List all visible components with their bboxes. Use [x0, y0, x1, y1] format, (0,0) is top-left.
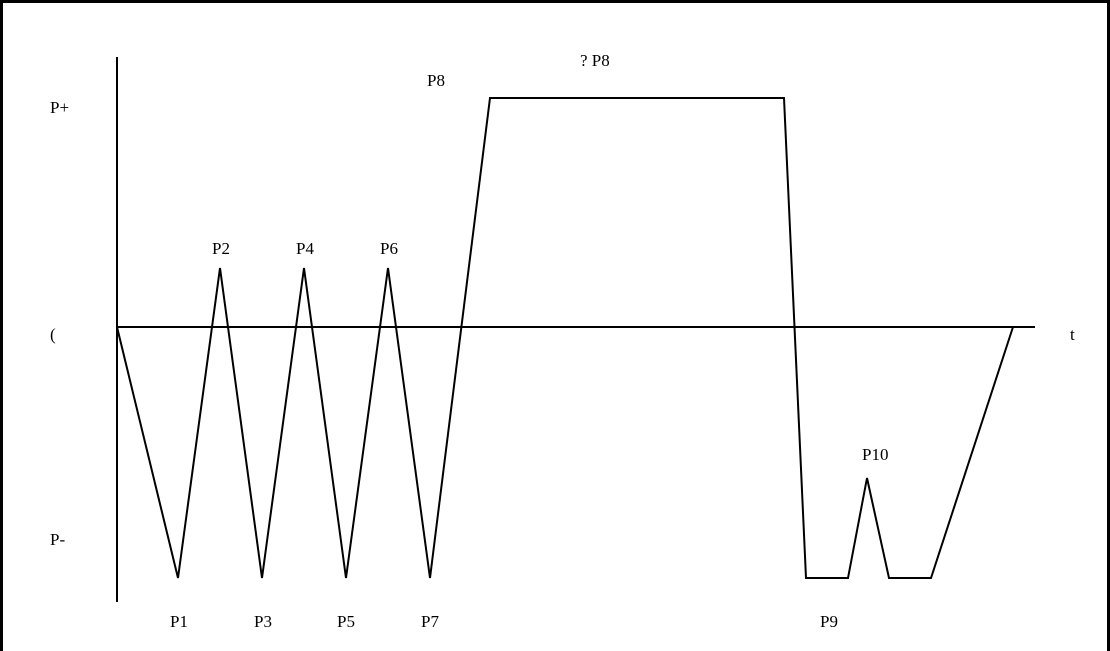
label-p9: P9 [820, 612, 838, 631]
pressure-trace [116, 97, 1014, 579]
label-p-minus: P- [50, 530, 65, 549]
label-p4: P4 [296, 239, 314, 258]
label-p1: P1 [170, 612, 188, 631]
label-p2: P2 [212, 239, 230, 258]
label-p-plus: P+ [50, 98, 69, 117]
label-p6: P6 [380, 239, 398, 258]
label-p7: P7 [421, 612, 439, 631]
label-p8: P8 [427, 71, 445, 90]
label-p5: P5 [337, 612, 355, 631]
label-p10: P10 [862, 445, 888, 464]
label-p3: P3 [254, 612, 272, 631]
label-t: t [1070, 325, 1075, 344]
label-zero: ( [50, 325, 56, 344]
label-p8-duration: ? P8 [580, 51, 610, 70]
